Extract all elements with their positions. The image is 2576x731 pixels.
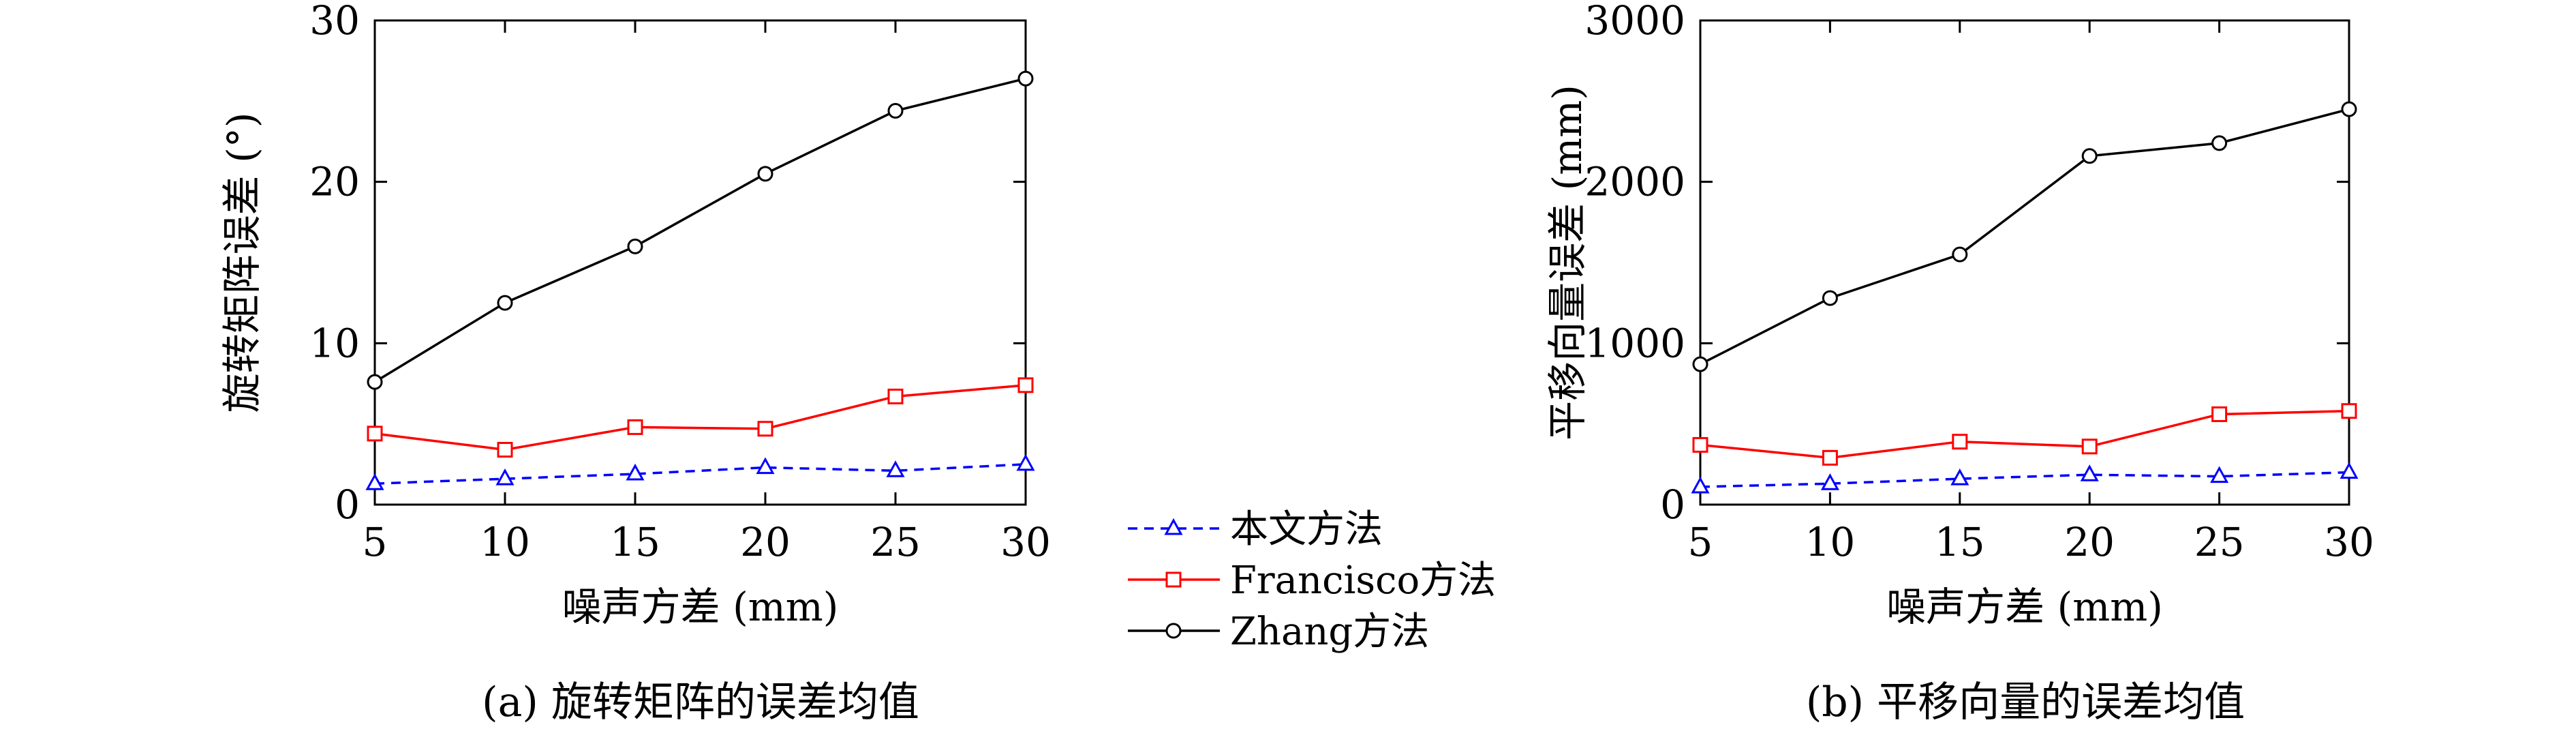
legend-label: Zhang方法 [1230,610,1429,654]
data-point [497,295,513,311]
data-point [1950,468,1969,486]
data-point [2341,403,2357,419]
y-tick-label: 10 [309,320,360,366]
plot-frame [1699,19,2350,506]
y-tick-label: 3000 [1584,0,1685,44]
data-point [757,166,773,182]
data-point [626,463,645,481]
x-tick-label: 10 [1805,519,1855,565]
y-axis-label: 旋转矩阵误差 (°) [219,113,265,413]
legend-marker [1165,623,1182,639]
data-point [1016,453,1035,471]
x-tick-label: 15 [610,519,660,565]
x-tick-label: 10 [480,519,530,565]
data-point [1692,436,1708,453]
data-point [1691,476,1710,494]
data-point [497,442,513,458]
chart-rotation-error: 5 10 15 20 25 30 0 10 20 30 噪声方差 (mm) 旋转矩阵误差 (°) (a)… [219,0,1051,726]
y-tick-label: 0 [1660,481,1685,528]
y-tick-label: 2000 [1584,159,1685,205]
data-point [887,103,904,119]
data-point [887,388,904,404]
x-tick-label: 30 [2324,519,2374,565]
data-point [756,457,775,475]
data-point [2211,135,2228,151]
chart-caption: (a) 旋转矩阵的误差均值 [482,678,919,726]
data-point [365,473,384,490]
data-point [757,421,773,437]
x-axis-label: 噪声方差 (mm) [1886,584,2163,630]
legend-marker [1165,571,1182,588]
data-point [1822,449,1838,466]
data-point [2340,462,2359,479]
x-tick-label: 30 [1000,519,1051,565]
data-point [2341,101,2357,117]
series-line [374,463,1026,485]
data-point [2080,464,2099,481]
chart-translation-error: 5 10 15 20 25 30 0 1000 2000 3000 噪声方差 (mm) 平移向量误差 … [1544,0,2374,726]
x-tick-label: 25 [2194,519,2245,565]
data-point [495,468,515,486]
series-line [1700,409,2350,460]
x-tick-label: 25 [870,519,921,565]
data-point [1952,246,1968,263]
data-point [367,374,383,390]
data-point [1820,473,1839,490]
y-tick-label: 1000 [1584,320,1685,366]
series-line [1700,108,2350,366]
chart-caption: (b) 平移向量的误差均值 [1806,678,2245,726]
data-point [2210,466,2229,483]
x-tick-label: 15 [1935,519,1985,565]
plot-frame [373,19,1027,506]
data-point [627,419,643,435]
data-point [886,460,905,477]
data-point [2081,148,2098,164]
series-line [374,77,1026,383]
series-line [374,384,1026,451]
data-point [2081,438,2098,455]
data-point [1822,290,1838,306]
legend: 本文方法 Francisco方法 Zhang方法 [1128,507,1496,654]
x-tick-label: 5 [363,519,388,565]
data-point [627,238,643,254]
x-tick-label: 20 [2064,519,2115,565]
y-tick-label: 30 [309,0,360,44]
data-point [2211,406,2228,422]
legend-label: Francisco方法 [1230,558,1496,603]
y-tick-label: 0 [335,481,360,528]
x-axis-label: 噪声方差 (mm) [562,584,839,630]
x-tick-label: 5 [1688,519,1713,565]
data-point [1017,70,1034,87]
y-axis-label: 平移向量误差 (mm) [1544,85,1591,441]
legend-label: 本文方法 [1230,507,1383,552]
x-tick-label: 20 [740,519,791,565]
series-line [1700,471,2350,488]
legend-marker [1164,518,1183,535]
data-point [1952,434,1968,450]
data-point [1017,377,1034,393]
y-tick-label: 20 [309,159,360,205]
data-point [367,426,383,442]
data-point [1692,356,1708,372]
